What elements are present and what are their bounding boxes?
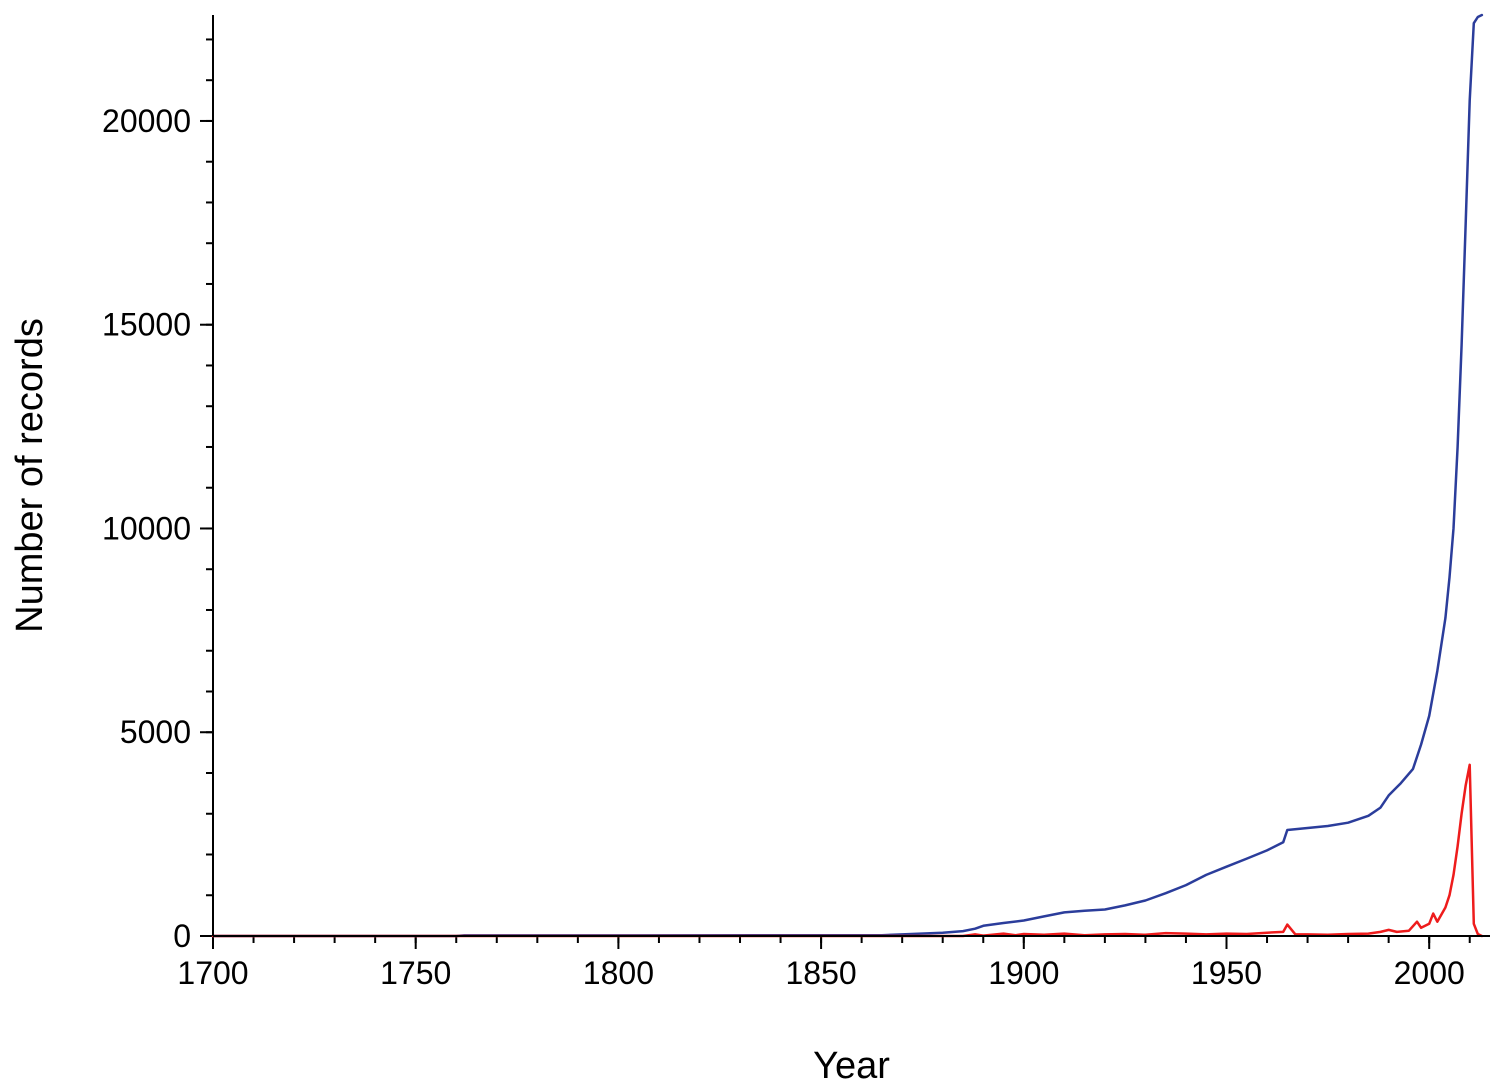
series-line-1 (211, 13, 1484, 938)
x-tick-label: 1750 (380, 955, 451, 991)
y-axis-title: Number of records (9, 318, 51, 633)
y-tick-label: 5000 (120, 714, 191, 750)
ticks-layer: 1700 1750 1800 1850 1900 1950 2000050001000015… (102, 38, 1471, 991)
x-tick-label: 1700 (177, 955, 248, 991)
x-tick-label: 2000 (1394, 955, 1465, 991)
series-layer (211, 13, 1484, 938)
series-line-2 (211, 763, 1484, 938)
x-tick-label: 1900 (988, 955, 1059, 991)
y-tick-label: 20000 (102, 103, 191, 139)
x-tick-label: 1800 (583, 955, 654, 991)
y-tick-label: 10000 (102, 510, 191, 546)
x-tick-label: 1950 (1191, 955, 1262, 991)
x-tick-label: 1850 (786, 955, 857, 991)
y-tick-label: 0 (173, 918, 191, 954)
y-tick-label: 15000 (102, 307, 191, 343)
x-axis-title: Year (813, 1045, 890, 1087)
